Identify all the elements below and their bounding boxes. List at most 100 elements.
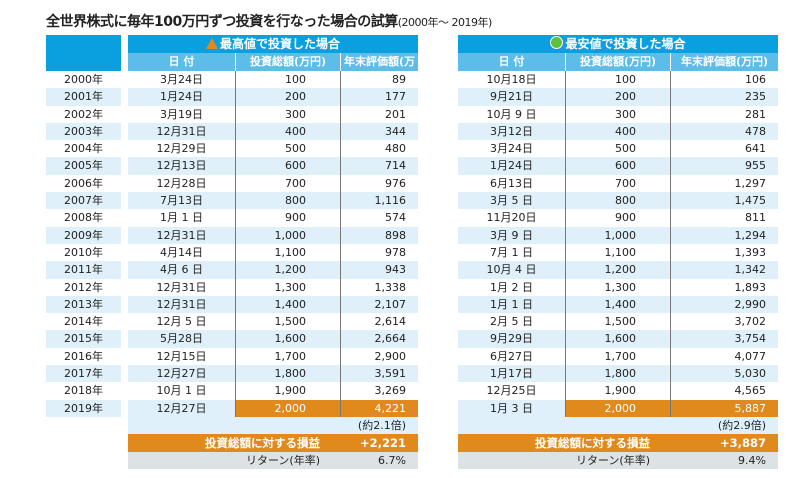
- table-row: 1月 3 日 2,000 5,887: [458, 399, 778, 417]
- date-cell: 6月27日: [490, 349, 533, 363]
- ratio-note: (約2.1倍): [128, 416, 418, 434]
- table-row: 1月24日 600 955: [458, 157, 778, 175]
- ratio-note: (約2.9倍): [458, 416, 778, 434]
- date-cell: 1月 2 日: [490, 280, 533, 294]
- date-cell: 12月28日: [156, 176, 207, 190]
- year-label: 2001年: [46, 88, 121, 106]
- header-date: 日 付: [498, 55, 525, 68]
- date-cell: 1月 1 日: [160, 211, 203, 225]
- invest-cell: 500: [235, 140, 340, 158]
- invest-cell: 2,000: [235, 399, 340, 417]
- table-row: 5月28日 1,600 2,664: [128, 330, 418, 348]
- year-label: 2008年: [64, 211, 103, 225]
- value-cell: 4,077: [670, 347, 778, 366]
- page-title: 全世界株式に毎年100万円ずつ投資を行なった場合の試算(2000年〜 2019年…: [46, 11, 492, 31]
- value-cell: 2,107: [340, 295, 418, 314]
- year-label: 2009年: [46, 226, 121, 244]
- year-label: 2011年: [46, 261, 121, 279]
- value-cell: 811: [670, 209, 778, 227]
- date-cell: 7月13日: [160, 194, 203, 208]
- invest-cell: 1,000: [235, 226, 340, 244]
- header-invest: 投資総額(万円): [235, 53, 340, 71]
- invest-cell: 1,300: [565, 278, 670, 296]
- value-cell: 235: [670, 88, 778, 106]
- table-row: 9月21日 200 235: [458, 88, 778, 106]
- date-cell: 12月29日: [156, 142, 207, 156]
- table-row: 12月25日 1,900 4,565: [458, 382, 778, 400]
- value-cell: 201: [340, 105, 418, 123]
- invest-cell: 1,200: [565, 261, 670, 279]
- profit-row: 投資総額に対する損益 +3,887: [458, 433, 778, 452]
- year-label: 2012年: [64, 280, 103, 294]
- invest-cell: 1,900: [565, 382, 670, 400]
- table-row: 12月28日 700 976: [128, 174, 418, 193]
- header-invest: 投資総額(万円): [565, 53, 670, 71]
- date-cell: 6月13日: [490, 176, 533, 190]
- invest-cell: 1,800: [235, 365, 340, 383]
- invest-cell: 500: [565, 140, 670, 158]
- table-row: 3月19日 300 201: [128, 105, 418, 123]
- return-row: リターン(年率) 9.4%: [458, 451, 778, 469]
- value-cell: 2,664: [340, 330, 418, 348]
- date-cell: 12月31日: [156, 124, 207, 138]
- profit-value: +3,887: [719, 435, 766, 450]
- profit-row: 投資総額に対する損益 +2,221: [128, 433, 418, 452]
- table-row: 7月 1 日 1,100 1,393: [458, 243, 778, 262]
- circle-icon: [550, 36, 564, 49]
- date-cell: 2月 5 日: [490, 315, 533, 329]
- table-row: 7月13日 800 1,116: [128, 192, 418, 210]
- invest-cell: 700: [235, 174, 340, 193]
- table-row: 3月24日 100 89: [128, 71, 418, 89]
- value-cell: 1,297: [670, 174, 778, 193]
- year-label: 2019年: [46, 399, 121, 417]
- date-cell: 12月27日: [156, 401, 207, 415]
- date-cell: 1月17日: [490, 367, 533, 381]
- date-cell: 1月24日: [160, 90, 203, 104]
- table-row: 1月 1 日 1,400 2,990: [458, 295, 778, 314]
- value-cell: 1,475: [670, 192, 778, 210]
- table-highest: 最高値で投資した場合日 付投資総額(万円) 年末評価額(万円) 3月24日 100 89…: [128, 35, 418, 469]
- table-row: 12月31日 1,300 1,338: [128, 278, 418, 296]
- table-row: 4月 6 日 1,200 943: [128, 261, 418, 279]
- table-row: 12月13日 600 714: [128, 157, 418, 175]
- date-cell: 5月28日: [160, 332, 203, 346]
- value-cell: 3,269: [340, 382, 418, 400]
- date-cell: 3月12日: [490, 124, 533, 138]
- year-label: 2005年: [46, 157, 121, 175]
- value-cell: 1,342: [670, 261, 778, 279]
- table-row: 3月 9 日 1,000 1,294: [458, 226, 778, 244]
- year-label: 2002年: [64, 107, 103, 121]
- table-lowest: 最安値で投資した場合日 付投資総額(万円) 年末評価額(万円) 10月18日 100 1…: [458, 35, 778, 469]
- table-row: 4月14日 1,100 978: [128, 243, 418, 262]
- value-cell: 106: [670, 71, 778, 89]
- invest-cell: 1,300: [235, 278, 340, 296]
- value-cell: 480: [340, 140, 418, 158]
- table-row: 3月12日 400 478: [458, 122, 778, 141]
- table-row: 12月31日 1,400 2,107: [128, 295, 418, 314]
- value-cell: 2,990: [670, 295, 778, 314]
- value-cell: 177: [340, 88, 418, 106]
- title-period: (2000年〜 2019年): [397, 16, 493, 29]
- invest-cell: 300: [565, 105, 670, 123]
- date-cell: 9月29日: [490, 332, 533, 346]
- date-cell: 3月 5 日: [490, 194, 533, 208]
- invest-cell: 1,600: [235, 330, 340, 348]
- table-row: 10月18日 100 106: [458, 71, 778, 89]
- date-cell: 12月31日: [156, 297, 207, 311]
- date-cell: 1月 1 日: [490, 297, 533, 311]
- column-headers: 日 付 投資総額(万円) 年末評価額(万円): [458, 53, 778, 71]
- value-cell: 4,221: [340, 399, 418, 417]
- table-row: 12月 5 日 1,500 2,614: [128, 313, 418, 331]
- invest-cell: 1,500: [565, 313, 670, 331]
- table-title-text: 最安値で投資した場合: [565, 37, 686, 51]
- date-cell: 10月18日: [486, 73, 537, 86]
- invest-cell: 1,100: [235, 243, 340, 262]
- value-cell: 1,294: [670, 226, 778, 244]
- invest-cell: 1,700: [565, 347, 670, 366]
- date-cell: 12月31日: [156, 280, 207, 294]
- date-cell: 1月 3 日: [490, 401, 533, 415]
- column-headers: 日 付 投資総額(万円) 年末評価額(万円): [128, 53, 418, 86]
- table-row: 11月20日 900 811: [458, 209, 778, 227]
- return-label: リターン(年率): [575, 453, 650, 467]
- value-cell: 574: [340, 209, 418, 227]
